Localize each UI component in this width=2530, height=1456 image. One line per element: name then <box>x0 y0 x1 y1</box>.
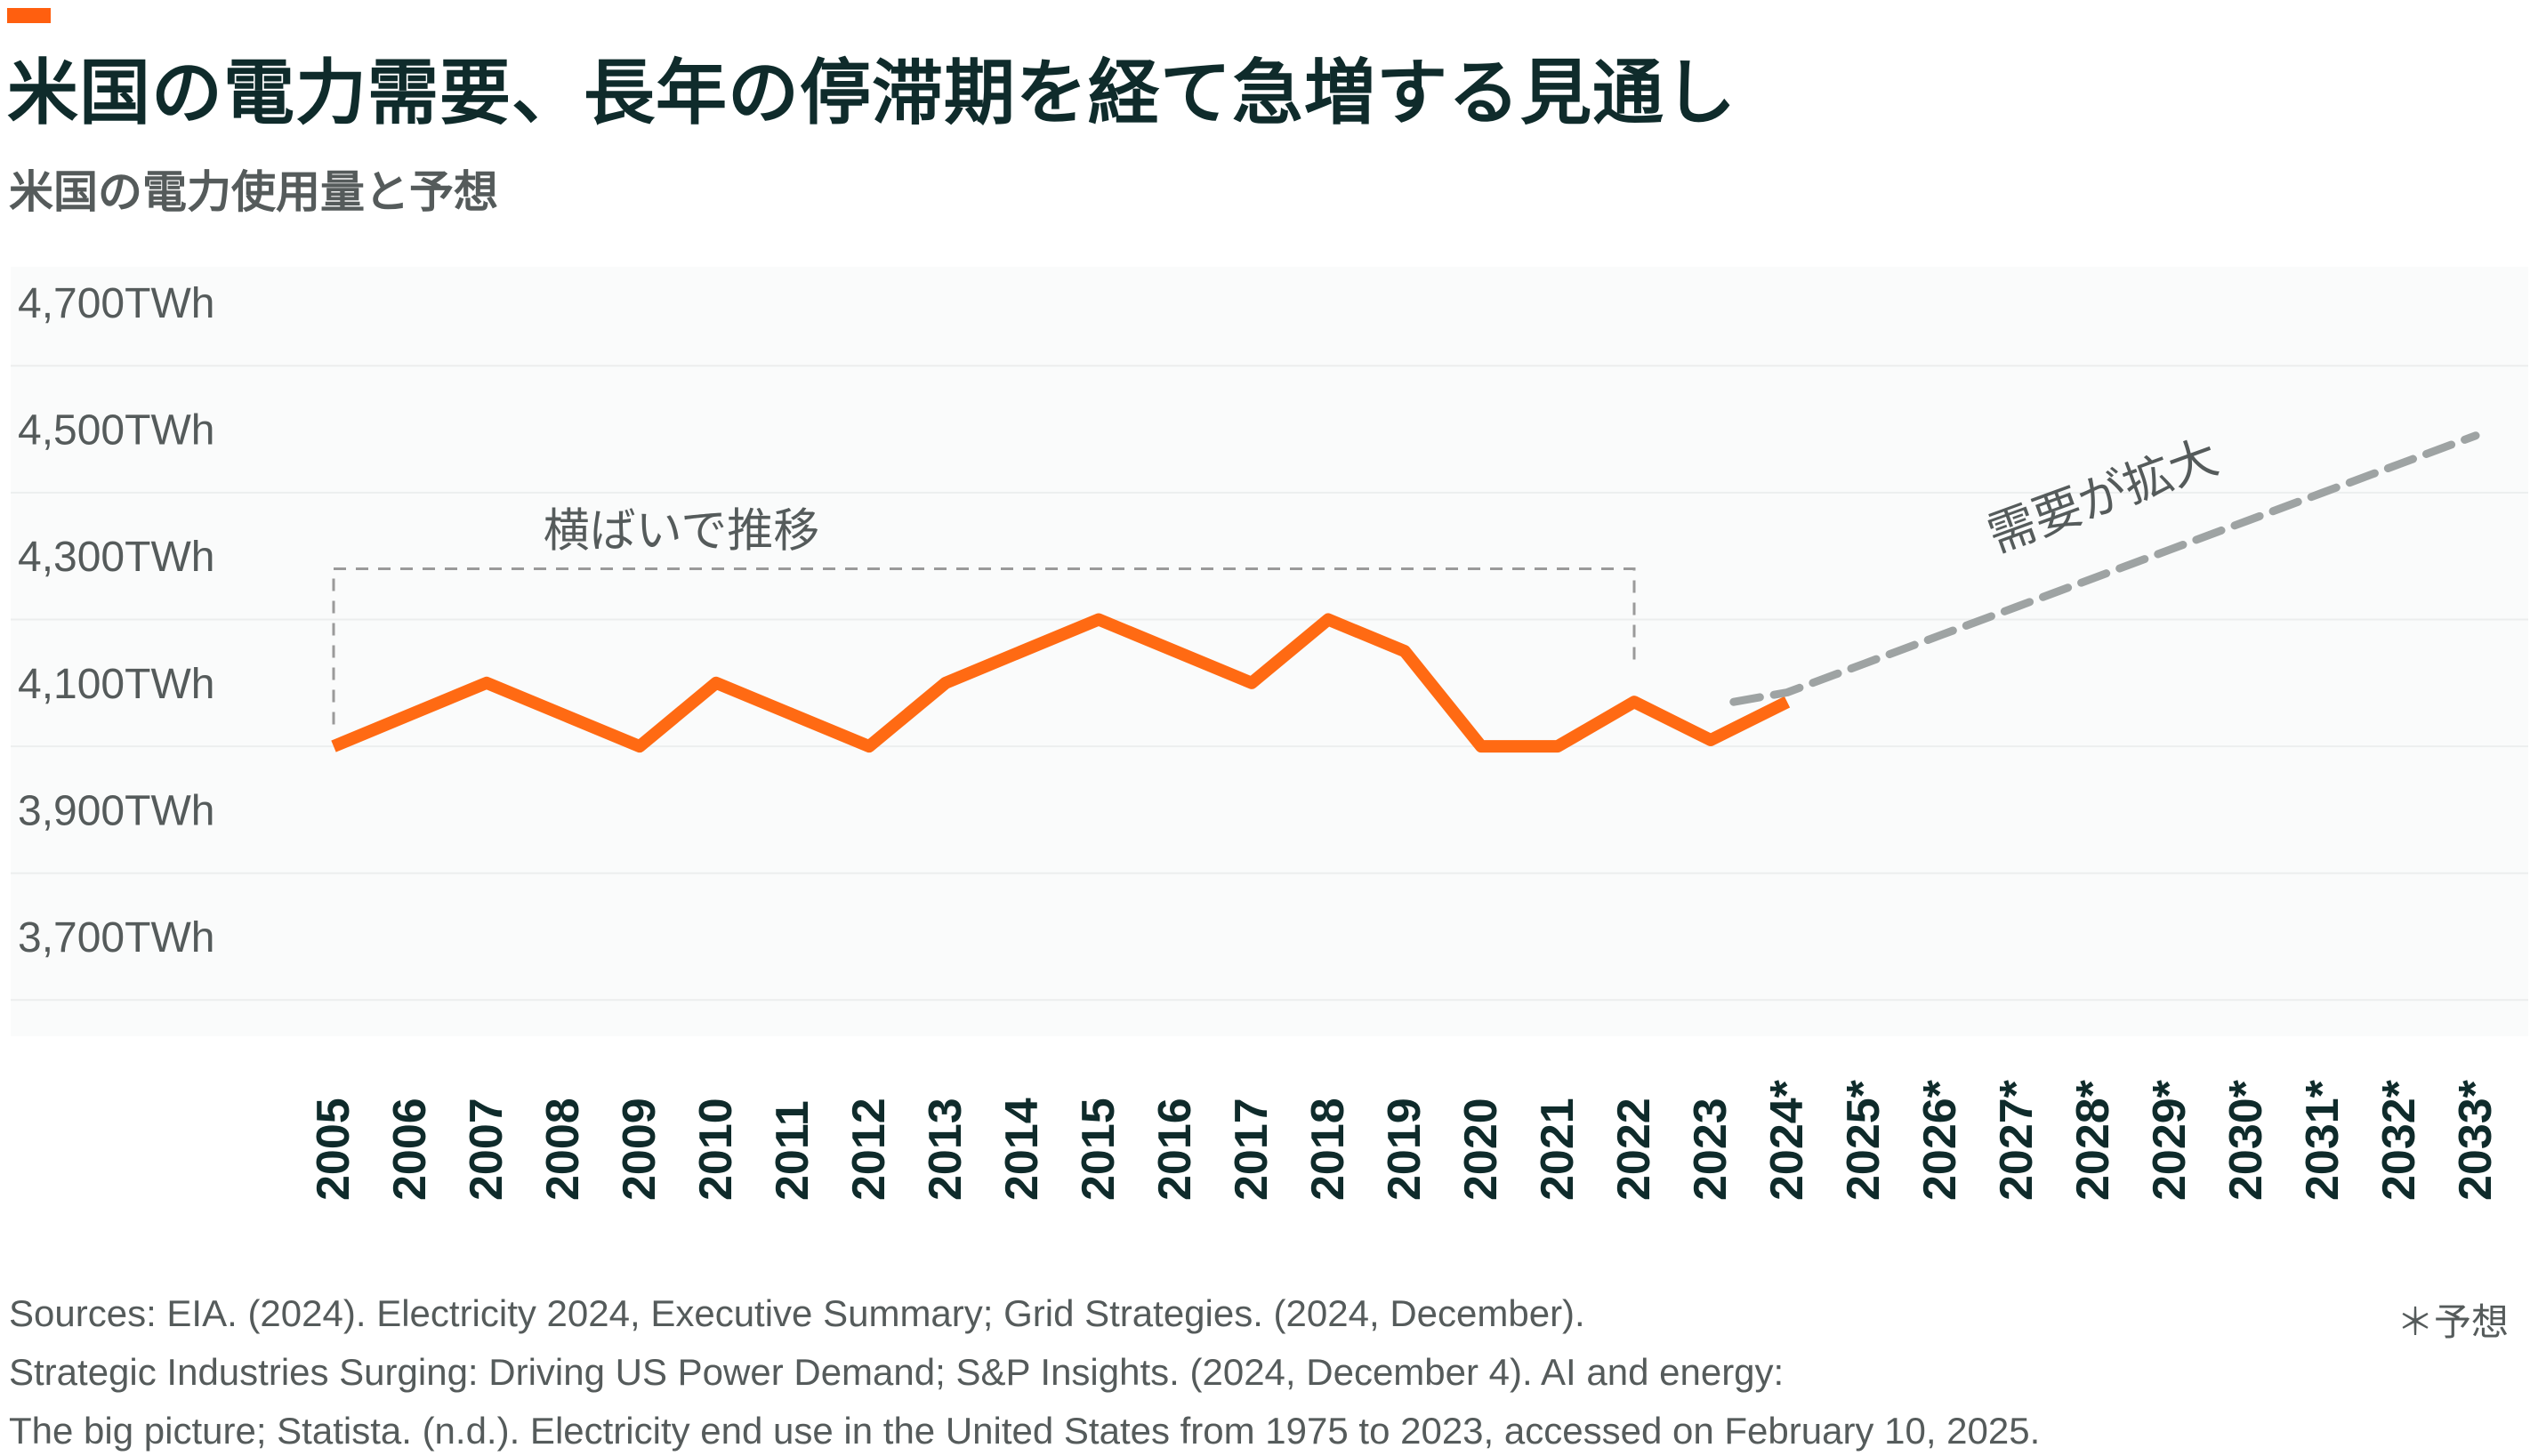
x-tick-label: 2014 <box>996 1098 1048 1201</box>
x-tick-label: 2028* <box>2067 1079 2119 1201</box>
x-tick-label: 2016 <box>1149 1098 1201 1201</box>
source-line-2: Strategic Industries Surging: Driving US… <box>9 1351 1785 1393</box>
accent-bar <box>7 8 51 23</box>
x-tick-label: 2007 <box>461 1098 512 1201</box>
x-tick-label: 2021 <box>1532 1098 1583 1201</box>
flat-period-bracket: 横ばいで推移 <box>332 505 1636 725</box>
x-tick-label: 2022 <box>1608 1098 1660 1201</box>
x-tick-label: 2018 <box>1302 1098 1354 1201</box>
x-tick-label: 2010 <box>690 1098 742 1201</box>
x-tick-label: 2015 <box>1073 1098 1124 1201</box>
source-line-1: Sources: EIA. (2024). Electricity 2024, … <box>9 1292 1585 1334</box>
x-tick-label: 2024* <box>1761 1079 1813 1201</box>
y-tick-label: 4,700TWh <box>18 280 214 327</box>
y-tick-label: 3,900TWh <box>18 787 214 834</box>
y-tick-label: 4,100TWh <box>18 661 214 708</box>
x-axis-ticks: 2005 2006 2007 2008 2009 2010 2011 2012 2013 2014… <box>308 1079 2502 1201</box>
x-tick-label: 2012 <box>843 1098 895 1201</box>
x-tick-label: 2011 <box>767 1100 818 1201</box>
x-tick-label: 2020 <box>1455 1098 1507 1201</box>
annotation-flat-label: 横ばいで推移 <box>544 505 819 557</box>
x-tick-label: 2009 <box>614 1098 665 1201</box>
x-tick-label: 2026* <box>1914 1079 1966 1201</box>
y-axis-ticks: 3,700TWh 3,900TWh 4,100TWh 4,300TWh 4,500TWh… <box>18 280 214 961</box>
x-tick-label: 2023 <box>1685 1098 1736 1201</box>
line-chart: 3,700TWh 3,900TWh 4,100TWh 4,300TWh 4,500TWh… <box>11 267 2528 1201</box>
series <box>331 431 2480 753</box>
forecast-note: ＊予想 <box>2396 1301 2509 1343</box>
x-tick-label: 2032* <box>2373 1079 2425 1201</box>
x-tick-label: 2031* <box>2297 1079 2349 1201</box>
page-title: 米国の電力需要、長年の停滞期を経て急増する見通し <box>7 53 1736 133</box>
x-tick-label: 2013 <box>920 1098 971 1201</box>
x-tick-label: 2019 <box>1379 1098 1430 1201</box>
y-tick-label: 3,700TWh <box>18 914 214 961</box>
x-tick-label: 2029* <box>2144 1079 2196 1201</box>
gridlines <box>11 365 2528 1002</box>
x-tick-label: 2006 <box>384 1098 436 1201</box>
x-tick-label: 2030* <box>2220 1079 2272 1201</box>
x-tick-label: 2008 <box>537 1098 589 1201</box>
source-line-3: The big picture; Statista. (n.d.). Elect… <box>9 1410 2041 1452</box>
page-subtitle: 米国の電力使用量と予想 <box>9 167 498 217</box>
x-tick-label: 2017 <box>1226 1098 1277 1201</box>
actual-series-line <box>331 613 1791 753</box>
y-tick-label: 4,300TWh <box>18 534 214 581</box>
plot-background <box>11 267 2528 1036</box>
x-tick-label: 2033* <box>2450 1079 2502 1201</box>
x-tick-label: 2027* <box>1991 1079 2043 1201</box>
bracket-line <box>332 567 1636 725</box>
y-tick-label: 4,500TWh <box>18 407 214 454</box>
x-tick-label: 2005 <box>308 1098 359 1201</box>
x-tick-label: 2025* <box>1838 1079 1889 1201</box>
forecast-series-line <box>1729 431 2480 706</box>
